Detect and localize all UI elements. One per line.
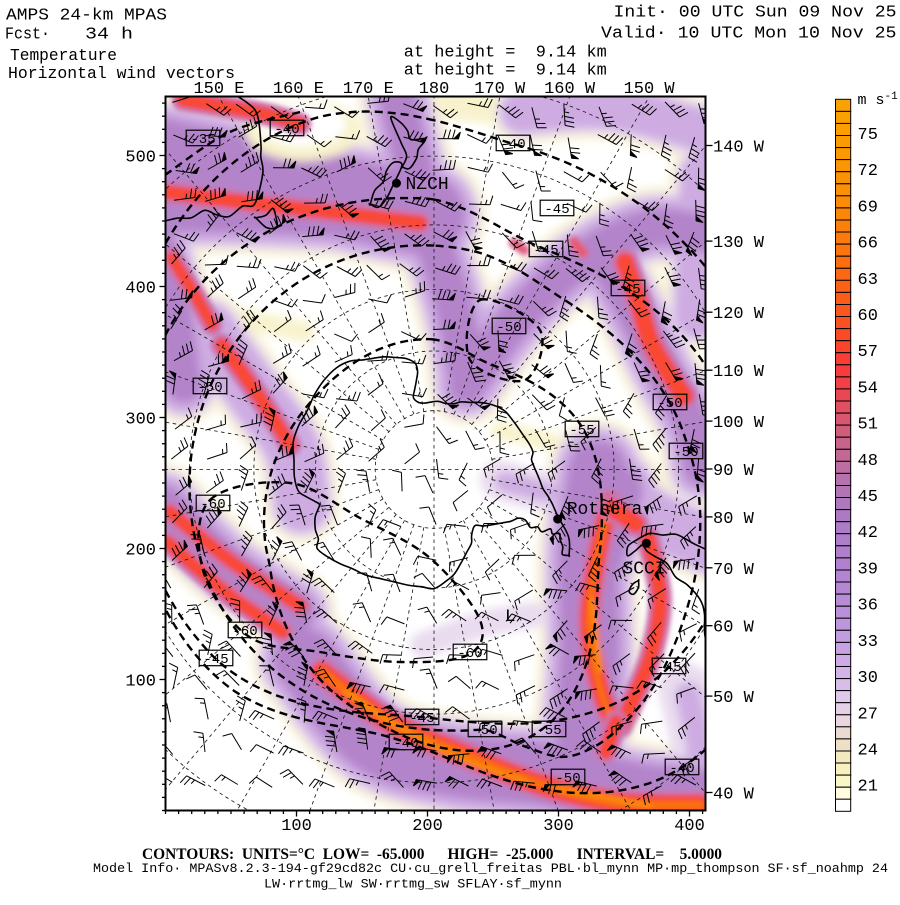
svg-text:500: 500 <box>125 149 156 168</box>
svg-text:27: 27 <box>858 705 878 724</box>
svg-text:-45: -45 <box>203 652 228 668</box>
svg-text:-40: -40 <box>669 761 694 777</box>
svg-text:at height = 9.14 km: at height = 9.14 km <box>404 61 607 80</box>
svg-text:180: 180 <box>419 80 450 99</box>
svg-text:400: 400 <box>674 817 705 836</box>
svg-text:CONTOURS: UNITS=°C LOW= -65: CONTOURS: UNITS=°C LOW= -65.000 HIGH= -2… <box>142 846 722 863</box>
svg-text:SCCI: SCCI <box>622 559 665 579</box>
svg-text:150 W: 150 W <box>624 80 676 99</box>
svg-text:36: 36 <box>858 597 878 616</box>
svg-text:63: 63 <box>858 271 878 290</box>
svg-text:34 h: 34 h <box>85 25 133 44</box>
svg-text:120 W: 120 W <box>713 305 765 324</box>
svg-text:60: 60 <box>858 307 878 326</box>
svg-text:-55: -55 <box>536 723 561 739</box>
svg-text:110 W: 110 W <box>713 363 765 382</box>
svg-text:160 W: 160 W <box>544 80 596 99</box>
svg-text:NZCH: NZCH <box>406 175 449 195</box>
svg-text:24: 24 <box>858 742 878 761</box>
svg-text:80 W: 80 W <box>713 510 755 529</box>
svg-text:100: 100 <box>281 817 312 836</box>
svg-text:-45: -45 <box>656 660 681 676</box>
svg-text:40 W: 40 W <box>713 786 755 805</box>
svg-text:75: 75 <box>858 126 878 145</box>
svg-text:Rothera: Rothera <box>567 500 643 520</box>
svg-text:51: 51 <box>858 416 878 435</box>
svg-text:170 W: 170 W <box>474 80 526 99</box>
svg-text:72: 72 <box>858 162 878 181</box>
svg-text:70 W: 70 W <box>713 561 755 580</box>
svg-text:Valid· 10 UTC Mon 10 Nov 25: Valid· 10 UTC Mon 10 Nov 25 <box>601 25 897 44</box>
svg-text:-45: -45 <box>409 711 434 727</box>
svg-text:Horizontal wind vectors: Horizontal wind vectors <box>8 65 235 84</box>
svg-text:-40: -40 <box>274 122 299 138</box>
svg-text:Fcst·: Fcst· <box>5 25 50 44</box>
svg-text:300: 300 <box>543 817 574 836</box>
svg-text:-55: -55 <box>569 423 594 439</box>
svg-text:300: 300 <box>125 411 156 430</box>
svg-text:-45: -45 <box>615 282 640 298</box>
svg-text:LW·rrtmg_lw SW·rrtmg_sw SFLAY·: LW·rrtmg_lw SW·rrtmg_sw SFLAY·sf_mynn <box>264 877 562 892</box>
svg-text:-35: -35 <box>190 132 215 148</box>
svg-text:33: 33 <box>858 633 878 652</box>
svg-text:100: 100 <box>125 673 156 692</box>
svg-text:170 E: 170 E <box>343 80 394 99</box>
svg-text:-60: -60 <box>232 624 257 640</box>
svg-text:-50: -50 <box>496 320 521 336</box>
svg-text:39: 39 <box>858 560 878 579</box>
svg-text:-50: -50 <box>555 771 580 787</box>
svg-text:160 E: 160 E <box>273 80 324 99</box>
svg-text:42: 42 <box>858 524 878 543</box>
svg-text:45: 45 <box>858 488 878 507</box>
svg-text:Temperature: Temperature <box>10 47 117 66</box>
svg-text:90 W: 90 W <box>713 462 755 481</box>
svg-text:130 W: 130 W <box>713 234 765 253</box>
svg-text:Model Info· MPASv8.2.3-194-gf2: Model Info· MPASv8.2.3-194-gf29cd82c CU·… <box>93 861 888 876</box>
svg-text:AMPS 24-km MPAS: AMPS 24-km MPAS <box>6 6 167 25</box>
svg-text:60 W: 60 W <box>713 619 755 638</box>
svg-text:50 W: 50 W <box>713 689 755 708</box>
svg-text:69: 69 <box>858 198 878 217</box>
svg-text:54: 54 <box>858 379 878 398</box>
svg-text:21: 21 <box>858 778 878 797</box>
svg-text:200: 200 <box>125 542 156 561</box>
svg-text:57: 57 <box>858 343 878 362</box>
svg-text:Init· 00 UTC Sun 09 Nov 25: Init· 00 UTC Sun 09 Nov 25 <box>614 4 897 23</box>
svg-text:150 E: 150 E <box>193 80 244 99</box>
svg-text:-40: -40 <box>500 137 525 153</box>
svg-text:-50: -50 <box>472 723 497 739</box>
svg-text:-60: -60 <box>457 646 482 662</box>
svg-text:30: 30 <box>858 669 878 688</box>
svg-text:-45: -45 <box>544 202 569 218</box>
svg-text:at height = 9.14 km: at height = 9.14 km <box>404 43 607 62</box>
svg-text:-45: -45 <box>533 243 558 259</box>
svg-text:-50: -50 <box>657 396 682 412</box>
svg-text:200: 200 <box>412 817 443 836</box>
svg-text:L: L <box>505 607 516 627</box>
svg-text:400: 400 <box>125 280 156 299</box>
svg-text:48: 48 <box>858 452 878 471</box>
svg-text:-50: -50 <box>197 380 222 396</box>
svg-text:-40: -40 <box>393 736 418 752</box>
svg-text:-50: -50 <box>673 445 698 461</box>
svg-text:-60: -60 <box>200 497 225 513</box>
svg-text:140 W: 140 W <box>713 139 765 158</box>
svg-text:100 W: 100 W <box>713 414 765 433</box>
svg-text:66: 66 <box>858 235 878 254</box>
